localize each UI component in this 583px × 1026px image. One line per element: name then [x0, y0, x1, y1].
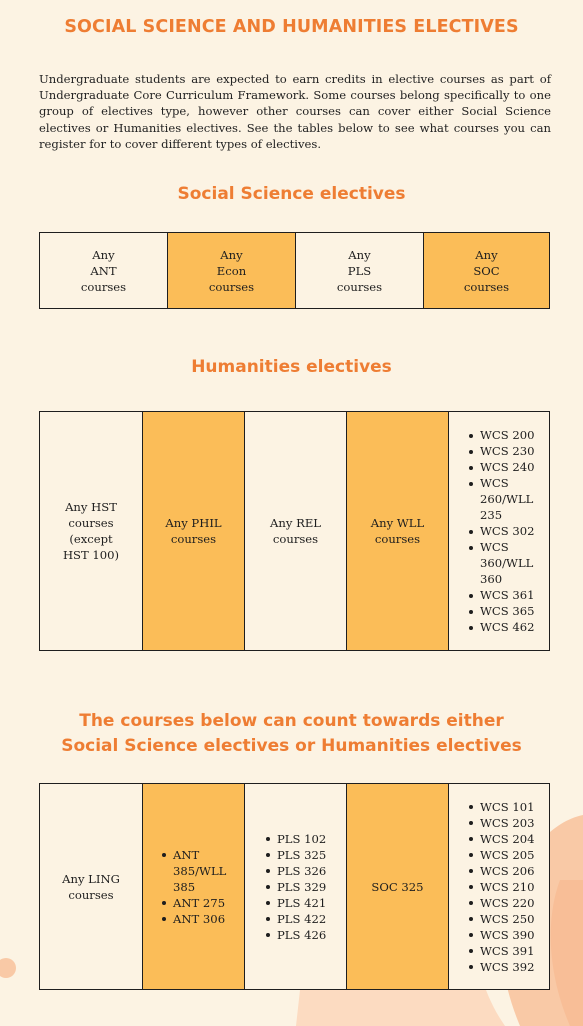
list-item: WCS 240 [468, 459, 535, 475]
cell-hst: Any HST courses (except HST 100) [40, 412, 143, 650]
list-item: WCS 260/WLL 235 [468, 475, 535, 523]
list-item: WCS 230 [468, 443, 535, 459]
list-item: ANT 385/WLL 385 [161, 847, 226, 895]
list-item: WCS 220 [468, 895, 535, 911]
list-item: WCS 250 [468, 911, 535, 927]
either-heading: The courses below can count towards eith… [61, 711, 522, 756]
social-science-heading: Social Science electives [177, 184, 406, 204]
cell-wcs-list-2: WCS 101 WCS 203 WCS 204 WCS 205 WCS 206 … [449, 784, 549, 989]
cell-phil: Any PHIL courses [143, 412, 245, 650]
ant-list: ANT 385/WLL 385 ANT 275 ANT 306 [161, 847, 226, 927]
list-item: PLS 325 [265, 847, 326, 863]
list-item: WCS 365 [468, 603, 535, 619]
list-item: WCS 206 [468, 863, 535, 879]
cell-econ: Any Econ courses [168, 233, 296, 308]
list-item: WCS 210 [468, 879, 535, 895]
list-item: PLS 426 [265, 927, 326, 943]
list-item: WCS 391 [468, 943, 535, 959]
list-item: PLS 329 [265, 879, 326, 895]
cell-pls: Any PLS courses [296, 233, 424, 308]
list-item: WCS 205 [468, 847, 535, 863]
list-item: PLS 422 [265, 911, 326, 927]
list-item: WCS 101 [468, 799, 535, 815]
wcs-list: WCS 200 WCS 230 WCS 240 WCS 260/WLL 235 … [468, 427, 535, 635]
list-item: WCS 361 [468, 587, 535, 603]
humanities-table: Any HST courses (except HST 100) Any PHI… [39, 411, 550, 651]
cell-wll: Any WLL courses [347, 412, 449, 650]
list-item: PLS 421 [265, 895, 326, 911]
page-title: SOCIAL SCIENCE AND HUMANITIES ELECTIVES [64, 17, 519, 37]
list-item: ANT 306 [161, 911, 226, 927]
list-item: WCS 203 [468, 815, 535, 831]
cell-soc: Any SOC courses [424, 233, 549, 308]
cell-ant-list: ANT 385/WLL 385 ANT 275 ANT 306 [143, 784, 245, 989]
list-item: WCS 390 [468, 927, 535, 943]
list-item: WCS 204 [468, 831, 535, 847]
cell-soc325: SOC 325 [347, 784, 449, 989]
list-item: PLS 326 [265, 863, 326, 879]
list-item: ANT 275 [161, 895, 226, 911]
wcs-list-2: WCS 101 WCS 203 WCS 204 WCS 205 WCS 206 … [468, 799, 535, 975]
cell-pls-list: PLS 102 PLS 325 PLS 326 PLS 329 PLS 421 … [245, 784, 347, 989]
cell-rel: Any REL courses [245, 412, 347, 650]
list-item: WCS 302 [468, 523, 535, 539]
list-item: WCS 200 [468, 427, 535, 443]
cell-wcs-list: WCS 200 WCS 230 WCS 240 WCS 260/WLL 235 … [449, 412, 549, 650]
humanities-heading: Humanities electives [191, 357, 392, 377]
pls-list: PLS 102 PLS 325 PLS 326 PLS 329 PLS 421 … [265, 831, 326, 943]
cell-ant: Any ANT courses [40, 233, 168, 308]
list-item: PLS 102 [265, 831, 326, 847]
social-science-table: Any ANT courses Any Econ courses Any PLS… [39, 232, 550, 309]
intro-paragraph: Undergraduate students are expected to e… [39, 72, 551, 151]
list-item: WCS 360/WLL 360 [468, 539, 535, 587]
list-item: WCS 462 [468, 619, 535, 635]
cell-ling: Any LING courses [40, 784, 143, 989]
list-item: WCS 392 [468, 959, 535, 975]
either-table: Any LING courses ANT 385/WLL 385 ANT 275… [39, 783, 550, 990]
